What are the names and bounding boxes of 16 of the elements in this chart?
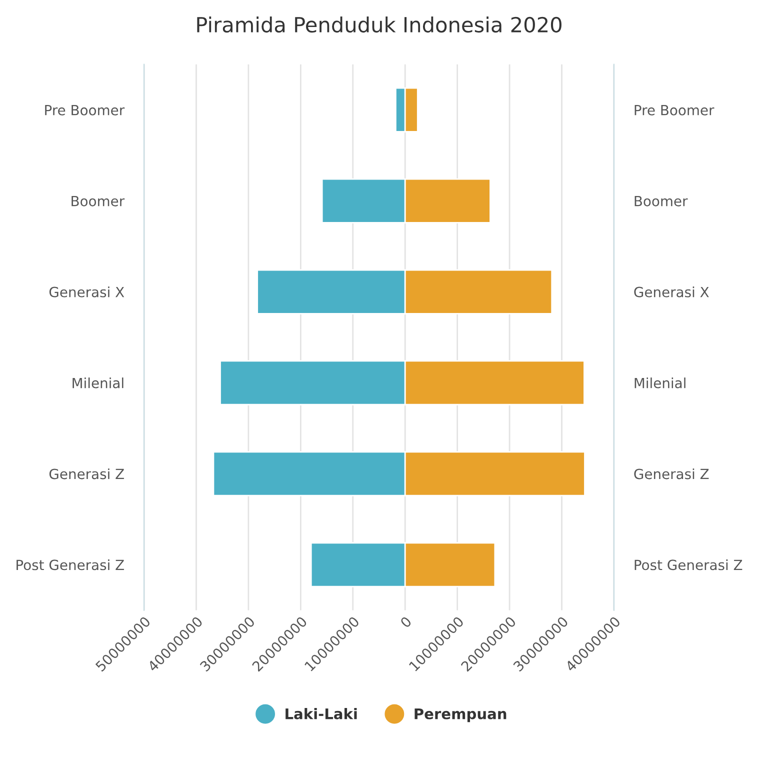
y-tick-label: Milenial [72,378,124,388]
y2-tick-label: Pre Boomer [634,105,714,116]
y-tick-label: Generasi X [49,286,124,298]
y-tick-label: Generasi Z [49,468,124,480]
y2-tick-label: Post Generasi Z [634,559,742,570]
y2-tick-label: Boomer [634,196,688,206]
y-tick-label: Boomer [72,196,125,206]
legend-label: Laki-Laki [286,708,357,720]
y-tick-label: Post Generasi Z [16,559,124,570]
x-tick-label: 0 [400,616,412,628]
y2-tick-label: Generasi X [634,286,709,298]
y-tick-label: Pre Boomer [45,105,125,116]
y2-tick-label: Milenial [634,378,686,388]
legend-label: Perempuan [414,708,506,722]
chart-title: Piramida Penduduk Indonesia 2020 [197,16,562,33]
y2-tick-label: Generasi Z [634,468,709,480]
